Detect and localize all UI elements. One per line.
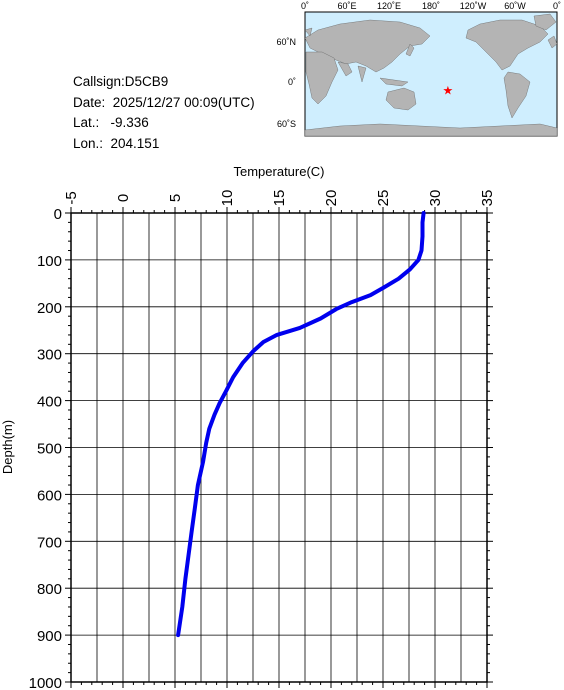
y-tick-label: 1000 [29,675,62,690]
y-tick-label: 0 [54,206,62,223]
y-tick-label: 800 [37,581,62,598]
x-tick-label: 0 [115,194,132,202]
y-tick-label: 500 [37,441,62,458]
map-land [304,13,558,137]
map-lat-label: 60˚S [277,119,296,129]
callsign-text: Callsign:D5CB9 [73,74,169,89]
map-lat-label: 60˚N [276,37,296,47]
x-tick-label: -5 [63,191,80,204]
location-star-icon: ★ [443,84,454,98]
y-tick-label: 300 [37,347,62,364]
x-tick-label: 15 [271,190,288,207]
map-lon-label: 0˚ [301,1,309,11]
location-map: 0˚ 60˚E 120˚E 180˚ 120˚W 60˚W 0˚ 60˚N 0˚… [276,1,561,137]
x-tick-label: 35 [479,190,496,207]
map-lon-labels: 0˚ 60˚E 120˚E 180˚ 120˚W 60˚W 0˚ [301,1,561,11]
x-tick-label: 5 [167,194,184,202]
map-lat-labels: 60˚N 0˚ 60˚S [276,37,296,129]
y-tick-label: 100 [37,253,62,270]
y-tick-label: 200 [37,300,62,317]
map-lon-label: 120˚W [460,1,487,11]
y-tick-label: 700 [37,534,62,551]
map-lat-label: 0˚ [288,77,296,87]
map-lon-label: 0˚ [553,1,561,11]
station-info: Callsign:D5CB9 Date: 2025/12/27 00:09(UT… [73,72,255,154]
map-lon-label: 60˚W [504,1,526,11]
y-tick-labels: 0 100 200 300 400 500 600 700 800 900 1000 [29,206,62,690]
y-tick-label: 900 [37,628,62,645]
x-tick-label: 10 [219,190,236,207]
longitude-text: Lon.: 204.151 [73,135,160,151]
x-axis-label: Temperature(C) [233,164,324,179]
map-lon-label: 180˚ [422,1,440,11]
map-lon-label: 120˚E [377,1,401,11]
chart-grid [71,213,487,682]
date-text: Date: 2025/12/27 00:09(UTC) [73,94,255,110]
temperature-profile-line [176,211,426,638]
x-tick-label: 25 [375,190,392,207]
map-lon-label: 60˚E [337,1,356,11]
axis-ticks [65,207,493,688]
latitude-text: Lat.: -9.336 [73,115,149,130]
x-tick-labels: -5 0 5 10 15 20 25 30 35 [63,190,496,207]
y-tick-label: 400 [37,394,62,411]
x-tick-label: 20 [323,190,340,207]
y-tick-label: 600 [37,487,62,504]
y-axis-label: Depth(m) [0,420,15,474]
x-tick-label: 30 [427,190,444,207]
